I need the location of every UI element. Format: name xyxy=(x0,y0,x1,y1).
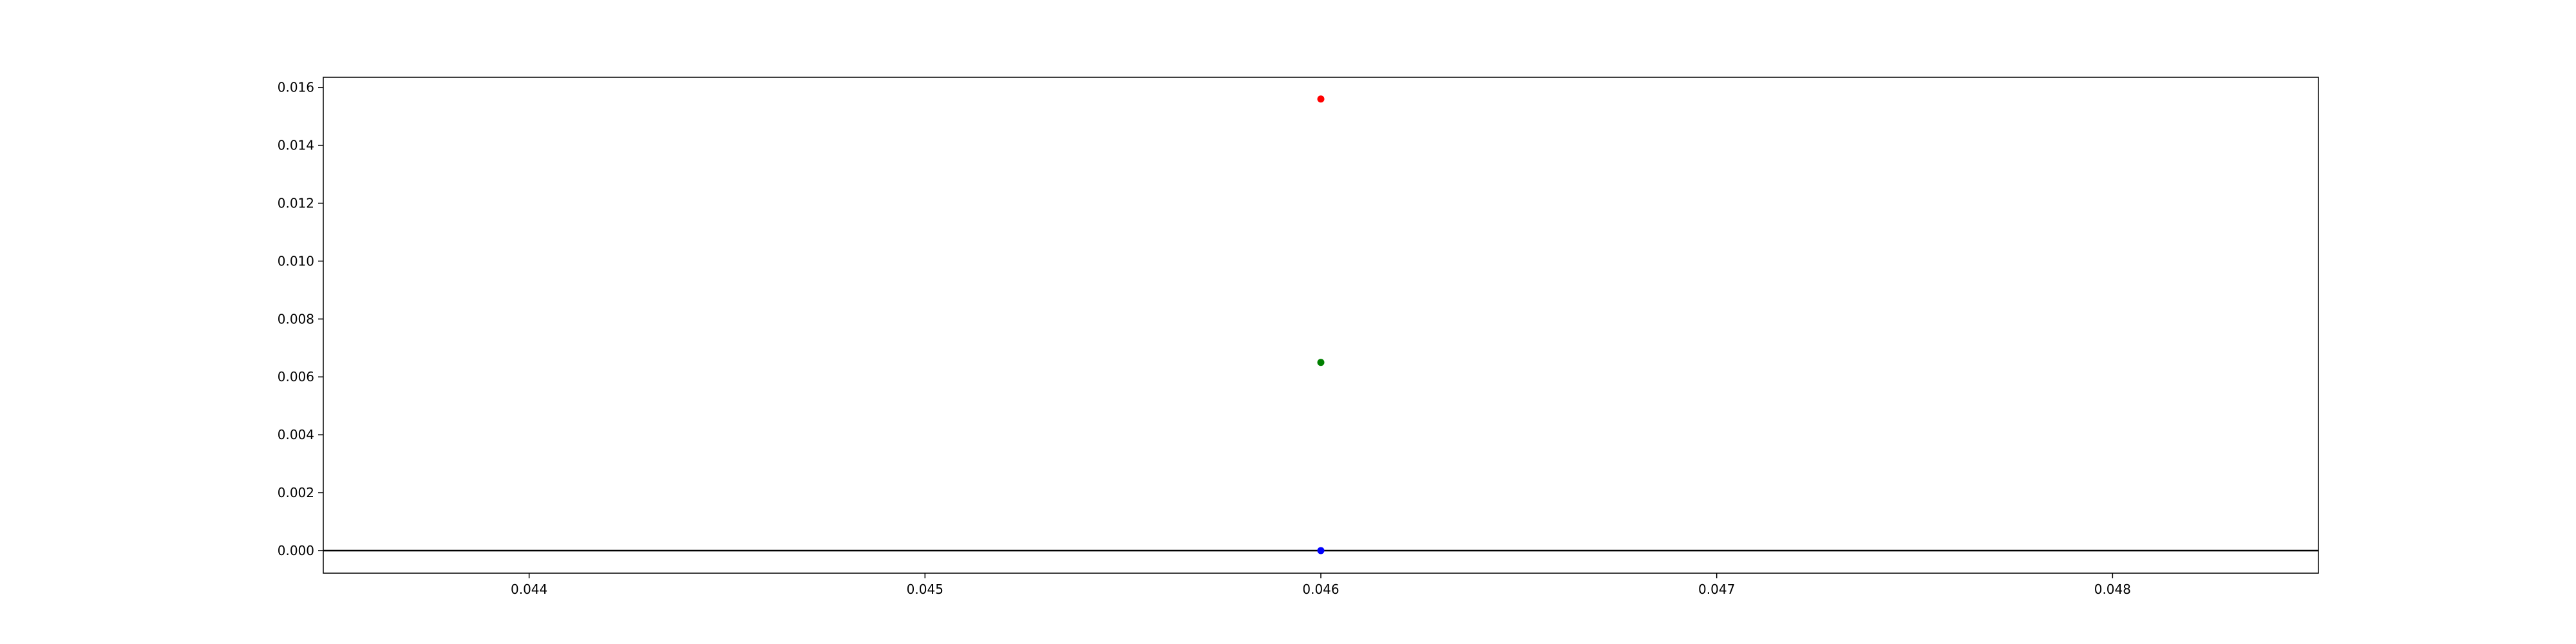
y-tick-label: 0.014 xyxy=(278,138,314,153)
data-point xyxy=(1317,547,1325,554)
plot-area: 0.044 0.045 0.046 0.047 0.048 0.000 0.002 0.004… xyxy=(278,77,2319,597)
data-point xyxy=(1317,359,1325,366)
y-tick-label: 0.008 xyxy=(278,311,314,327)
y-tick-label: 0.010 xyxy=(278,253,314,269)
x-tick-label: 0.044 xyxy=(511,582,547,597)
y-tick-label: 0.016 xyxy=(278,80,314,95)
y-tick-label: 0.006 xyxy=(278,369,314,384)
data-point xyxy=(1317,95,1325,103)
y-tick-label: 0.002 xyxy=(278,485,314,500)
y-tick-label: 0.000 xyxy=(278,543,314,558)
x-tick-label: 0.047 xyxy=(1698,582,1735,597)
x-tick-label: 0.046 xyxy=(1302,582,1339,597)
axes-frame xyxy=(323,77,2319,574)
x-tick-label: 0.048 xyxy=(2094,582,2131,597)
y-tick-label: 0.012 xyxy=(278,196,314,211)
y-tick-label: 0.004 xyxy=(278,427,314,442)
x-tick-label: 0.045 xyxy=(907,582,943,597)
